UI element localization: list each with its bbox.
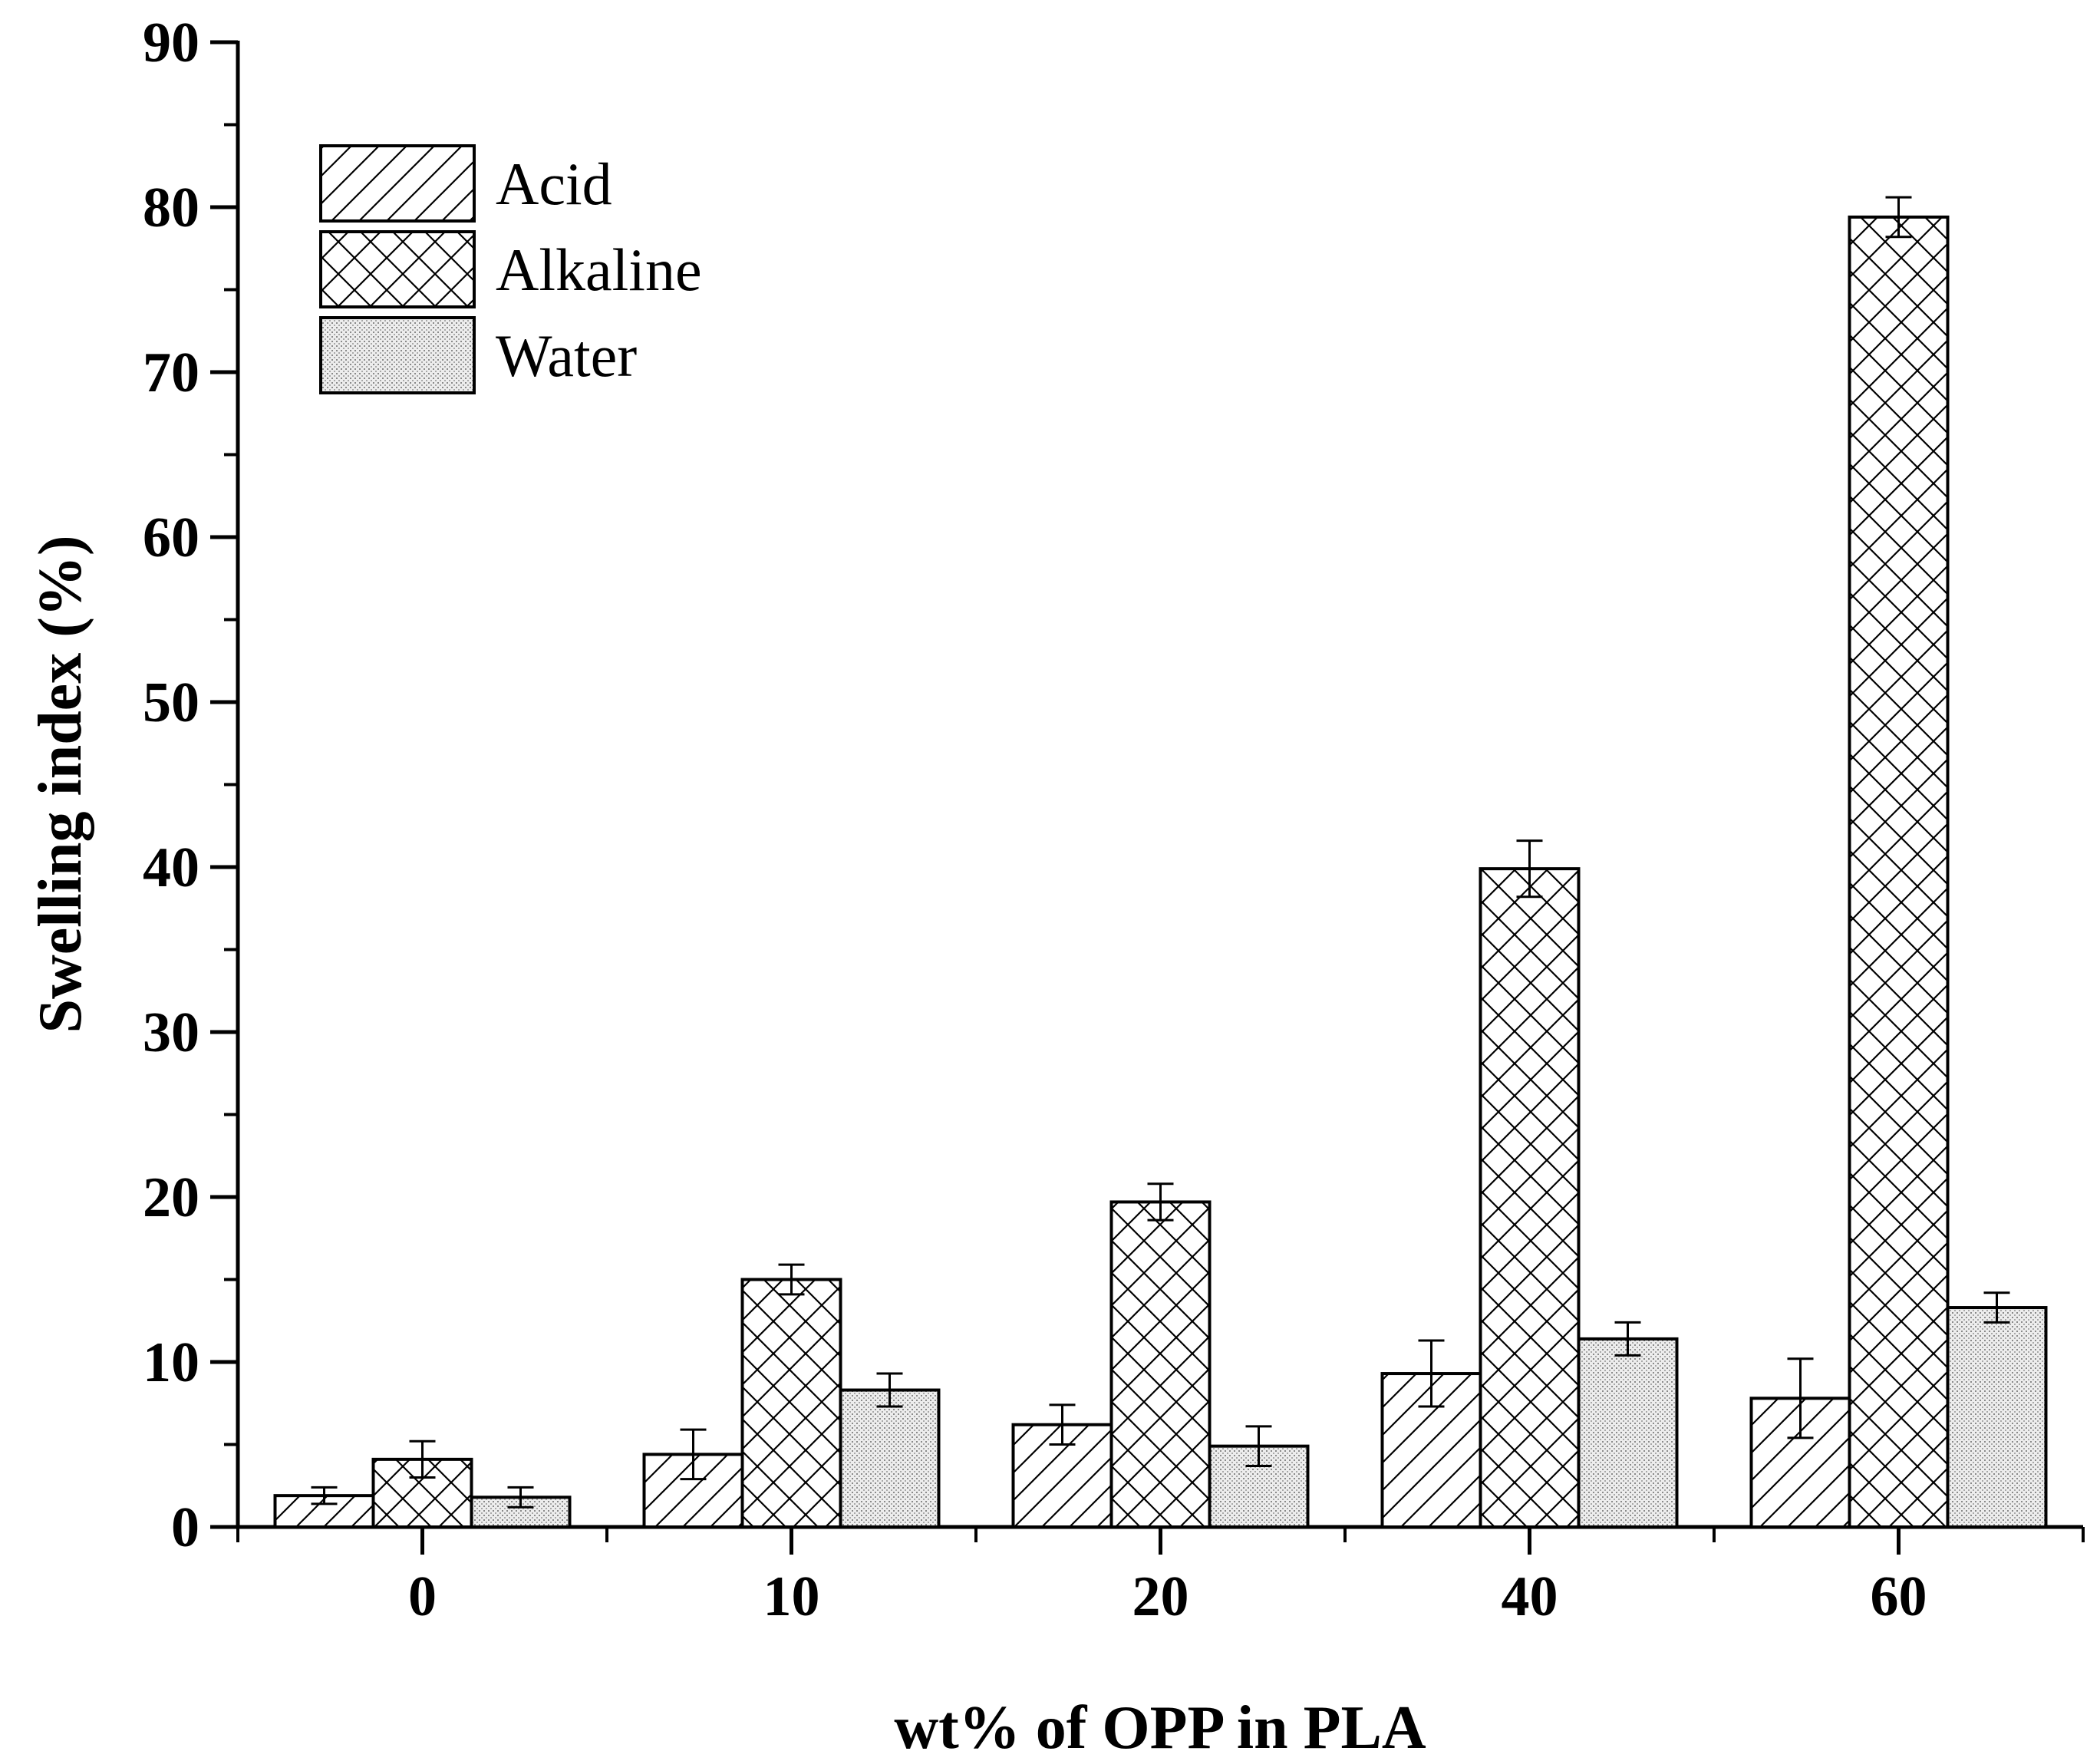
y-tick-label: 90: [143, 12, 199, 74]
error-bar-water: [1983, 1291, 2010, 1324]
x-axis-title: wt% of OPP in PLA: [894, 1694, 1426, 1761]
legend-swatch-acid: [319, 144, 476, 223]
y-ticks: 0 10 20 30 40 50 60 70 80 90: [143, 12, 238, 1559]
legend: Acid Alkaline Water: [319, 144, 702, 394]
x-tick-label: 10: [763, 1565, 820, 1628]
x-tick-label: 60: [1871, 1565, 1927, 1628]
error-bar-acid: [680, 1428, 707, 1481]
legend-label-alkaline: Alkaline: [496, 236, 702, 303]
error-bar-acid: [1418, 1339, 1445, 1408]
x-ticks: 0 10 20 40 60: [236, 1527, 2085, 1628]
bar-alkaline: [740, 1278, 842, 1529]
error-bar-acid: [1049, 1403, 1076, 1446]
error-bar-water: [1614, 1321, 1641, 1357]
bar-alkaline: [1479, 867, 1581, 1529]
bar-alkaline: [1109, 1200, 1212, 1529]
bar-water: [839, 1388, 941, 1529]
error-bar-alkaline: [778, 1263, 805, 1296]
y-tick-label: 40: [143, 836, 199, 899]
bars: [273, 215, 2048, 1529]
y-tick-label: 30: [143, 1001, 199, 1064]
legend-swatch-water: [319, 316, 476, 394]
legend-swatch-alkaline: [319, 230, 476, 308]
x-tick-label: 20: [1132, 1565, 1189, 1628]
error-bar-water: [507, 1486, 534, 1509]
legend-label-water: Water: [496, 322, 637, 389]
error-bar-water: [1245, 1425, 1272, 1467]
error-bar-alkaline: [1885, 196, 1912, 239]
x-tick-label: 40: [1502, 1565, 1558, 1628]
y-tick-label: 60: [143, 506, 199, 569]
y-tick-label: 20: [143, 1166, 199, 1229]
bar-water: [1577, 1337, 1679, 1529]
error-bar-alkaline: [1147, 1182, 1174, 1222]
error-bar-alkaline: [1516, 839, 1543, 899]
y-axis-title: Swelling index (%): [27, 536, 94, 1034]
y-tick-label: 50: [143, 671, 199, 734]
y-tick-label: 80: [143, 176, 199, 239]
bar-alkaline: [1848, 215, 1950, 1529]
error-bar-alkaline: [409, 1439, 436, 1479]
error-bar-acid: [1787, 1357, 1814, 1439]
bar-water: [1946, 1306, 2048, 1529]
x-tick-label: 0: [408, 1565, 437, 1628]
error-bars: [311, 196, 2010, 1509]
y-tick-label: 10: [143, 1331, 199, 1394]
y-tick-label: 0: [171, 1496, 199, 1559]
y-tick-label: 70: [143, 341, 199, 404]
legend-label-acid: Acid: [496, 150, 612, 217]
error-bar-acid: [311, 1486, 338, 1505]
error-bar-water: [876, 1372, 903, 1408]
